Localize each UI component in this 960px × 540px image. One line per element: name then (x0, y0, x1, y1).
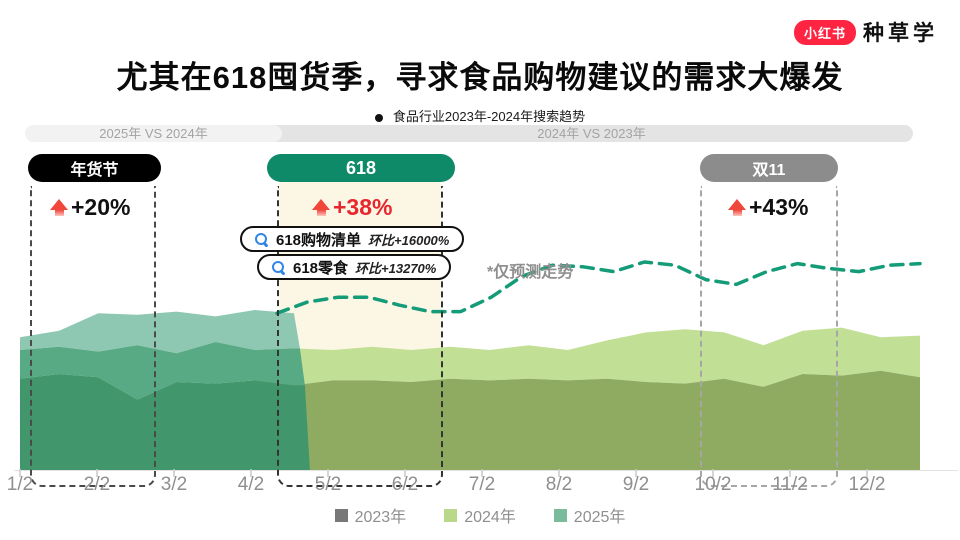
x-axis-label: 8/2 (545, 474, 573, 495)
legend-item: 2024年 (444, 503, 516, 527)
callout-metric: 环比+16000% (368, 232, 450, 248)
x-axis: 1/2 2/2 3/2 4/2 5/2 6/2 7/2 8/2 9/2 10/2 11/2 12/2 (0, 474, 960, 498)
area-2024-under-2025 (20, 342, 305, 400)
forecast-note: *仅预测走势 (487, 264, 574, 281)
x-axis-label: 6/2 (391, 474, 419, 495)
keyword-callout-618-snacks: 618零食 环比+13270% (257, 254, 452, 280)
legend-label: 2024年 (464, 509, 516, 526)
bullet-dot-icon (374, 113, 383, 122)
legend-swatch-icon (444, 508, 458, 522)
region-box-nianhuojie (30, 186, 156, 487)
callout-metric: 环比+13270% (355, 260, 437, 276)
callout-keyword: 618购物清单 (276, 231, 362, 249)
x-axis-label: 5/2 (314, 474, 342, 495)
chart-subtitle-text: 食品行业2023年-2024年搜索趋势 (392, 109, 586, 124)
stat-nianhuojie: +20% (50, 194, 130, 221)
page-title: 尤其在618囤货季，寻求食品购物建议的需求大爆发 (116, 60, 844, 95)
xiaohongshu-badge: 小红书 (793, 19, 856, 45)
chart-legend: 2023年 2024年 2025年 (0, 503, 960, 527)
x-axis-label: 2/2 (83, 474, 111, 495)
stat-double11: +43% (728, 194, 808, 221)
up-arrow-icon (728, 199, 746, 216)
event-pill-618: 618 (267, 154, 455, 182)
x-axis-label: 11/2 (772, 474, 808, 495)
legend-item: 2023年 (334, 503, 407, 527)
comparison-band-2025-vs-2024: 2025年 VS 2024年 (25, 125, 282, 142)
brand-name: 种草学 (863, 22, 938, 45)
brand-logo: 小红书 种草学 (793, 17, 938, 47)
x-axis-label: 3/2 (160, 474, 188, 495)
x-axis-label: 12/2 (848, 474, 886, 495)
area-2023-under-2025 (20, 374, 310, 470)
x-axis-label: 1/2 (6, 474, 34, 495)
up-arrow-icon (50, 199, 68, 216)
legend-label: 2025年 (573, 509, 626, 526)
up-arrow-icon (312, 199, 330, 216)
chart-subtitle: 食品行业2023年-2024年搜索趋势 (0, 106, 960, 125)
legend-swatch-icon (334, 508, 348, 522)
event-pill-double11: 双11 (700, 154, 838, 182)
legend-item: 2025年 (553, 503, 626, 527)
callout-keyword: 618零食 (293, 259, 349, 277)
x-axis-label: 10/2 (694, 474, 732, 495)
legend-label: 2023年 (354, 509, 407, 526)
stat-nianhuojie-value: +20% (71, 194, 131, 220)
legend-swatch-icon (553, 508, 567, 522)
comparison-band-2024-vs-2023: 2024年 VS 2023年 (270, 125, 913, 142)
stat-618-value: +38% (333, 194, 393, 220)
search-icon (255, 232, 269, 246)
stat-double11-value: +43% (749, 194, 809, 220)
x-axis-label: 9/2 (622, 474, 650, 495)
x-axis-label: 7/2 (468, 474, 496, 495)
x-axis-label: 4/2 (237, 474, 265, 495)
region-box-double11 (700, 186, 838, 487)
stat-618: +38% (312, 194, 392, 221)
keyword-callout-618-shopping-list: 618购物清单 环比+16000% (240, 226, 465, 252)
search-icon (272, 260, 286, 274)
event-pill-nianhuojie: 年货节 (28, 154, 161, 182)
area-2025 (20, 310, 300, 354)
